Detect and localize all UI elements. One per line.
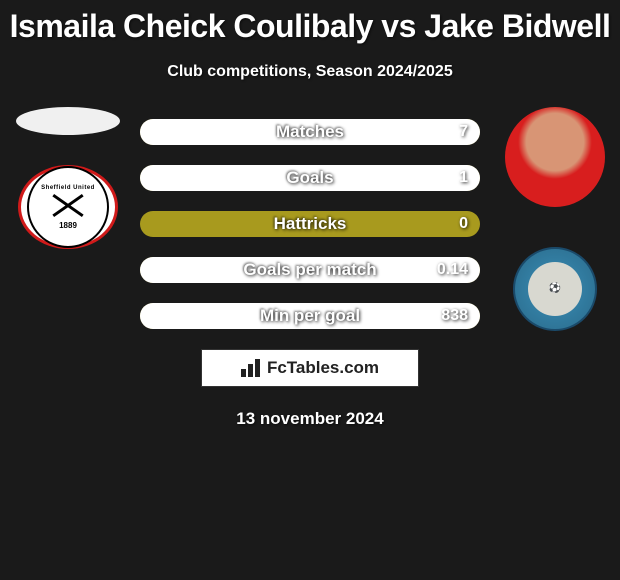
- right-player-column: ⚽: [500, 107, 610, 331]
- stat-value-right: 0: [459, 215, 468, 233]
- player-photo-left: [16, 107, 120, 135]
- sheffield-year: 1889: [59, 221, 77, 230]
- stat-label: Goals per match: [243, 260, 376, 280]
- club-badge-sheffield: Sheffield United 1889: [18, 165, 118, 249]
- left-player-column: Sheffield United 1889: [8, 107, 128, 249]
- stat-label: Hattricks: [274, 214, 347, 234]
- date-line: 13 november 2024: [0, 409, 620, 429]
- bar-chart-icon: [241, 359, 263, 377]
- page-title: Ismaila Cheick Coulibaly vs Jake Bidwell: [0, 0, 620, 45]
- stat-bar: Goals 1: [140, 165, 480, 191]
- player-photo-right: [505, 107, 605, 207]
- stat-value-right: 838: [441, 307, 468, 325]
- stat-label: Goals: [286, 168, 333, 188]
- stat-bars: Matches 7 Goals 1 Hattricks 0 Goals per match 0…: [140, 119, 480, 329]
- comparison-content: Sheffield United 1889 ⚽ Matches 7 Goals 1 Ha…: [0, 119, 620, 429]
- stat-bar: Min per goal 838: [140, 303, 480, 329]
- coventry-inner: ⚽: [528, 262, 582, 316]
- stat-bar: Matches 7: [140, 119, 480, 145]
- fctables-logo-text: FcTables.com: [267, 358, 379, 378]
- stat-bar: Hattricks 0: [140, 211, 480, 237]
- stat-bar: Goals per match 0.14: [140, 257, 480, 283]
- stat-label: Matches: [276, 122, 344, 142]
- subtitle: Club competitions, Season 2024/2025: [0, 63, 620, 81]
- sheffield-swords-icon: [48, 191, 88, 221]
- stat-value-right: 7: [459, 123, 468, 141]
- fctables-logo-box: FcTables.com: [201, 349, 419, 387]
- stat-label: Min per goal: [260, 306, 360, 326]
- stat-value-right: 1: [459, 169, 468, 187]
- club-badge-coventry: ⚽: [513, 247, 597, 331]
- stat-value-right: 0.14: [437, 261, 468, 279]
- coventry-crest-icon: ⚽: [549, 284, 561, 294]
